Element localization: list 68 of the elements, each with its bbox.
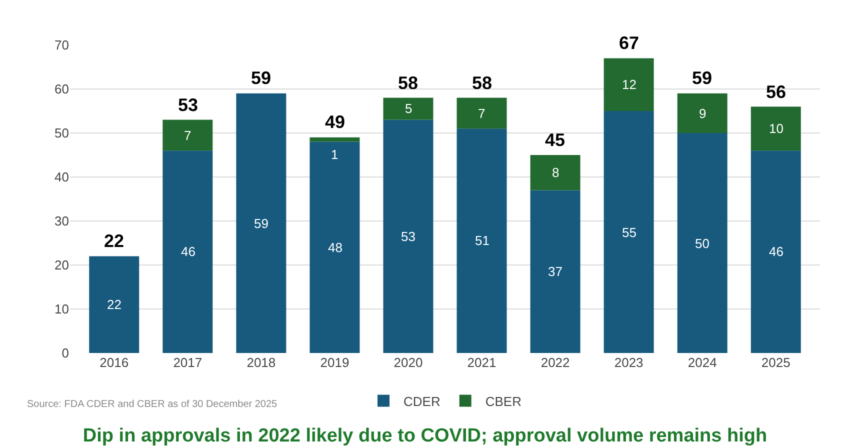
x-tick-label: 2019 [320,355,350,370]
total-label: 67 [619,33,640,53]
total-label: 58 [472,73,492,93]
bar [456,98,507,129]
total-label: 22 [104,231,124,251]
bar [89,256,140,353]
bar [236,93,286,353]
bar [677,133,728,353]
data-label: 7 [184,128,192,143]
total-label: 58 [398,73,418,93]
total-label: 53 [178,95,198,115]
x-tick-label: 2021 [467,355,496,370]
x-tick-label: 2025 [761,355,790,370]
bar [162,150,213,353]
bar [530,155,580,190]
y-tick-label: 0 [62,346,69,361]
y-tick-label: 30 [54,214,69,229]
bar [677,93,728,133]
total-label: 56 [766,82,786,102]
data-label: 5 [405,101,412,116]
x-tick-label: 2023 [614,355,644,370]
data-label: 59 [254,216,268,231]
bar [750,150,801,353]
data-label: 1 [331,147,338,162]
data-label: 7 [478,106,486,121]
bar [530,190,580,353]
bar [310,137,360,142]
total-label: 45 [545,130,566,150]
x-tick-label: 2020 [394,355,423,370]
text: Dip in approvals in 2022 likely due to COVID; approval volume remains high [82,425,768,446]
bar [750,106,801,151]
bar [310,142,360,353]
data-label: 46 [769,244,784,259]
y-tick-label: 20 [54,258,69,273]
data-label: 8 [552,165,560,180]
bar [162,120,213,151]
y-tick-label: 10 [54,302,69,317]
data-label: 53 [401,229,416,244]
bar [456,128,507,353]
source-note: Source: FDA CDER and CBER as of 30 December 2025 [27,399,278,410]
data-label: 48 [328,240,342,255]
y-tick-label: 70 [54,38,69,53]
y-tick-label: 60 [54,82,69,97]
data-label: 10 [769,121,784,136]
x-tick-label: 2022 [540,355,570,370]
bar [604,111,654,353]
y-tick-label: 50 [54,126,69,141]
data-label: 22 [107,297,122,312]
data-label: 9 [699,106,706,121]
legend-label: CDER [404,394,440,409]
x-tick-label: 2024 [688,355,717,370]
bar [383,98,434,120]
data-label: 55 [622,225,636,240]
total-label: 59 [251,68,272,88]
legend-label: CBER [485,394,522,409]
total-label: 49 [325,112,346,132]
data-label: 12 [622,77,636,92]
x-tick-label: 2016 [100,355,129,370]
data-label: 46 [181,244,196,259]
y-tick-label: 40 [54,170,69,185]
x-tick-label: 2018 [246,355,276,370]
data-label: 51 [475,233,490,248]
x-tick-label: 2017 [173,355,202,370]
total-label: 59 [692,68,712,88]
bar [604,58,654,111]
data-label: 37 [548,264,562,279]
bar [383,120,434,353]
data-label: 50 [695,236,710,251]
